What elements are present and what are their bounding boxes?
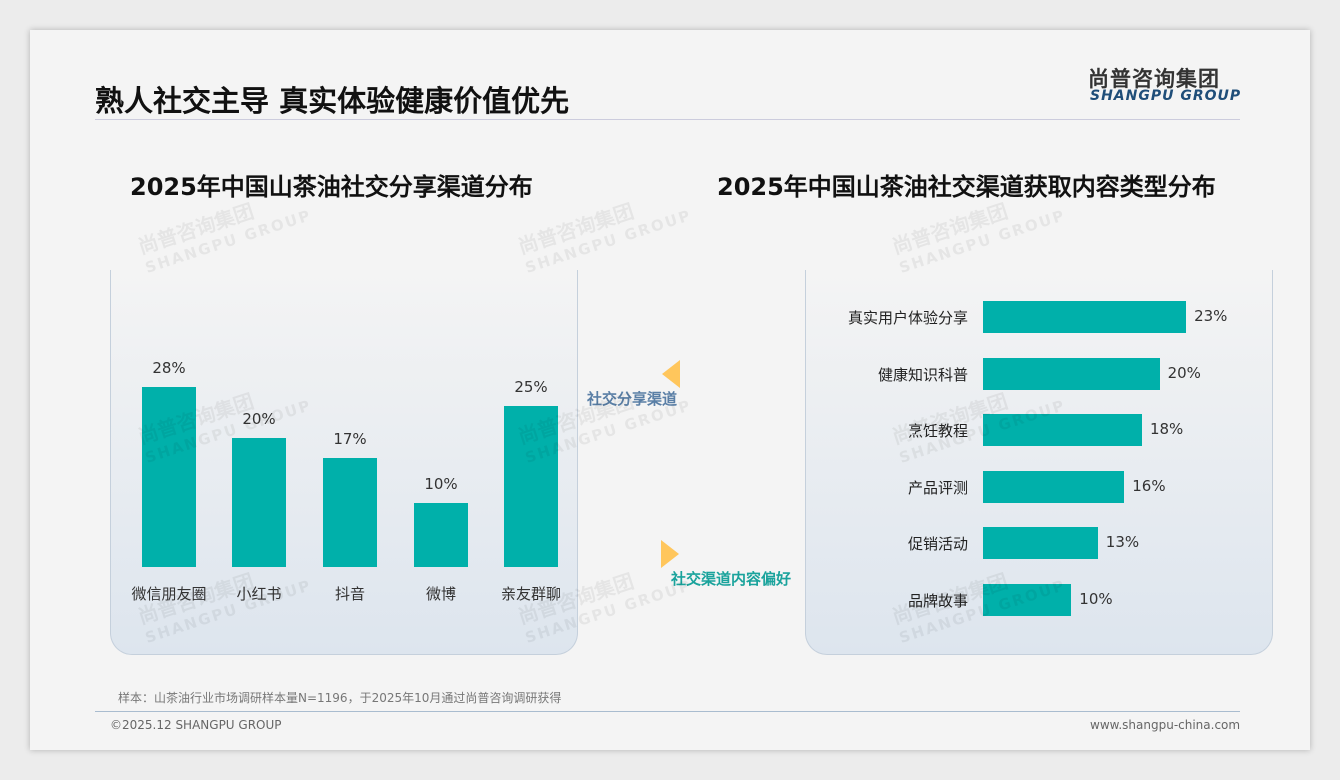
data-label: 10%: [424, 474, 458, 493]
data-label: 17%: [333, 429, 367, 448]
copyright: ©2025.12 SHANGPU GROUP: [110, 718, 282, 732]
bar: [983, 357, 1160, 390]
data-label: 13%: [1105, 533, 1140, 552]
category-label: 品牌故事: [907, 592, 968, 610]
triangle-left-icon: [662, 360, 680, 388]
triangle-right-icon: [661, 540, 679, 568]
data-label: 25%: [514, 378, 548, 397]
data-label: 28%: [152, 358, 186, 377]
category-label: 产品评测: [907, 478, 968, 497]
divider: [95, 119, 1240, 120]
bar: [232, 438, 286, 567]
category-label: 亲友群聊: [500, 585, 561, 603]
category-label: 微博: [425, 585, 456, 603]
bar: [142, 386, 196, 567]
data-label: 18%: [1149, 420, 1184, 439]
bar: [983, 414, 1142, 447]
data-label: 20%: [242, 410, 276, 429]
bar: [983, 584, 1072, 616]
share-channel-label: 社交分享渠道: [587, 390, 678, 408]
category-label: 真实用户体验分享: [847, 309, 968, 327]
page-title: 熟人社交主导 真实体验健康价值优先: [95, 84, 570, 118]
divider: [95, 711, 1240, 712]
right-chart-title: 2025年中国山茶油社交渠道获取内容类型分布: [717, 173, 1216, 201]
logo-cn: 尚普咨询集团: [1088, 67, 1220, 91]
data-label: 16%: [1132, 476, 1166, 495]
data-label: 10%: [1079, 590, 1113, 608]
sample-note: 样本：山茶油行业市场调研样本量N=1196，于2025年10月通过尚普咨询调研获…: [118, 691, 562, 705]
category-label: 小红书: [236, 585, 282, 603]
left-chart-title: 2025年中国山茶油社交分享渠道分布: [130, 173, 533, 201]
bar: [504, 406, 558, 567]
bar: [983, 527, 1098, 560]
category-label: 微信朋友圈: [131, 585, 207, 603]
slide: 熟人社交主导 真实体验健康价值优先 尚普咨询集团 SHANGPU GROUP 2…: [30, 30, 1310, 750]
bar: [323, 457, 377, 567]
website-url: www.shangpu-china.com: [1090, 718, 1241, 732]
bar: [414, 502, 468, 567]
data-label: 23%: [1194, 307, 1228, 325]
bar: [983, 470, 1125, 503]
bar: [983, 301, 1187, 333]
category-label: 促销活动: [907, 535, 968, 554]
category-label: 烹饪教程: [907, 422, 968, 441]
data-label: 20%: [1167, 363, 1201, 382]
category-label: 健康知识科普: [877, 365, 968, 384]
category-label: 抖音: [334, 585, 365, 603]
logo-en: SHANGPU GROUP: [1090, 88, 1242, 104]
content-preference-label: 社交渠道内容偏好: [671, 570, 792, 588]
